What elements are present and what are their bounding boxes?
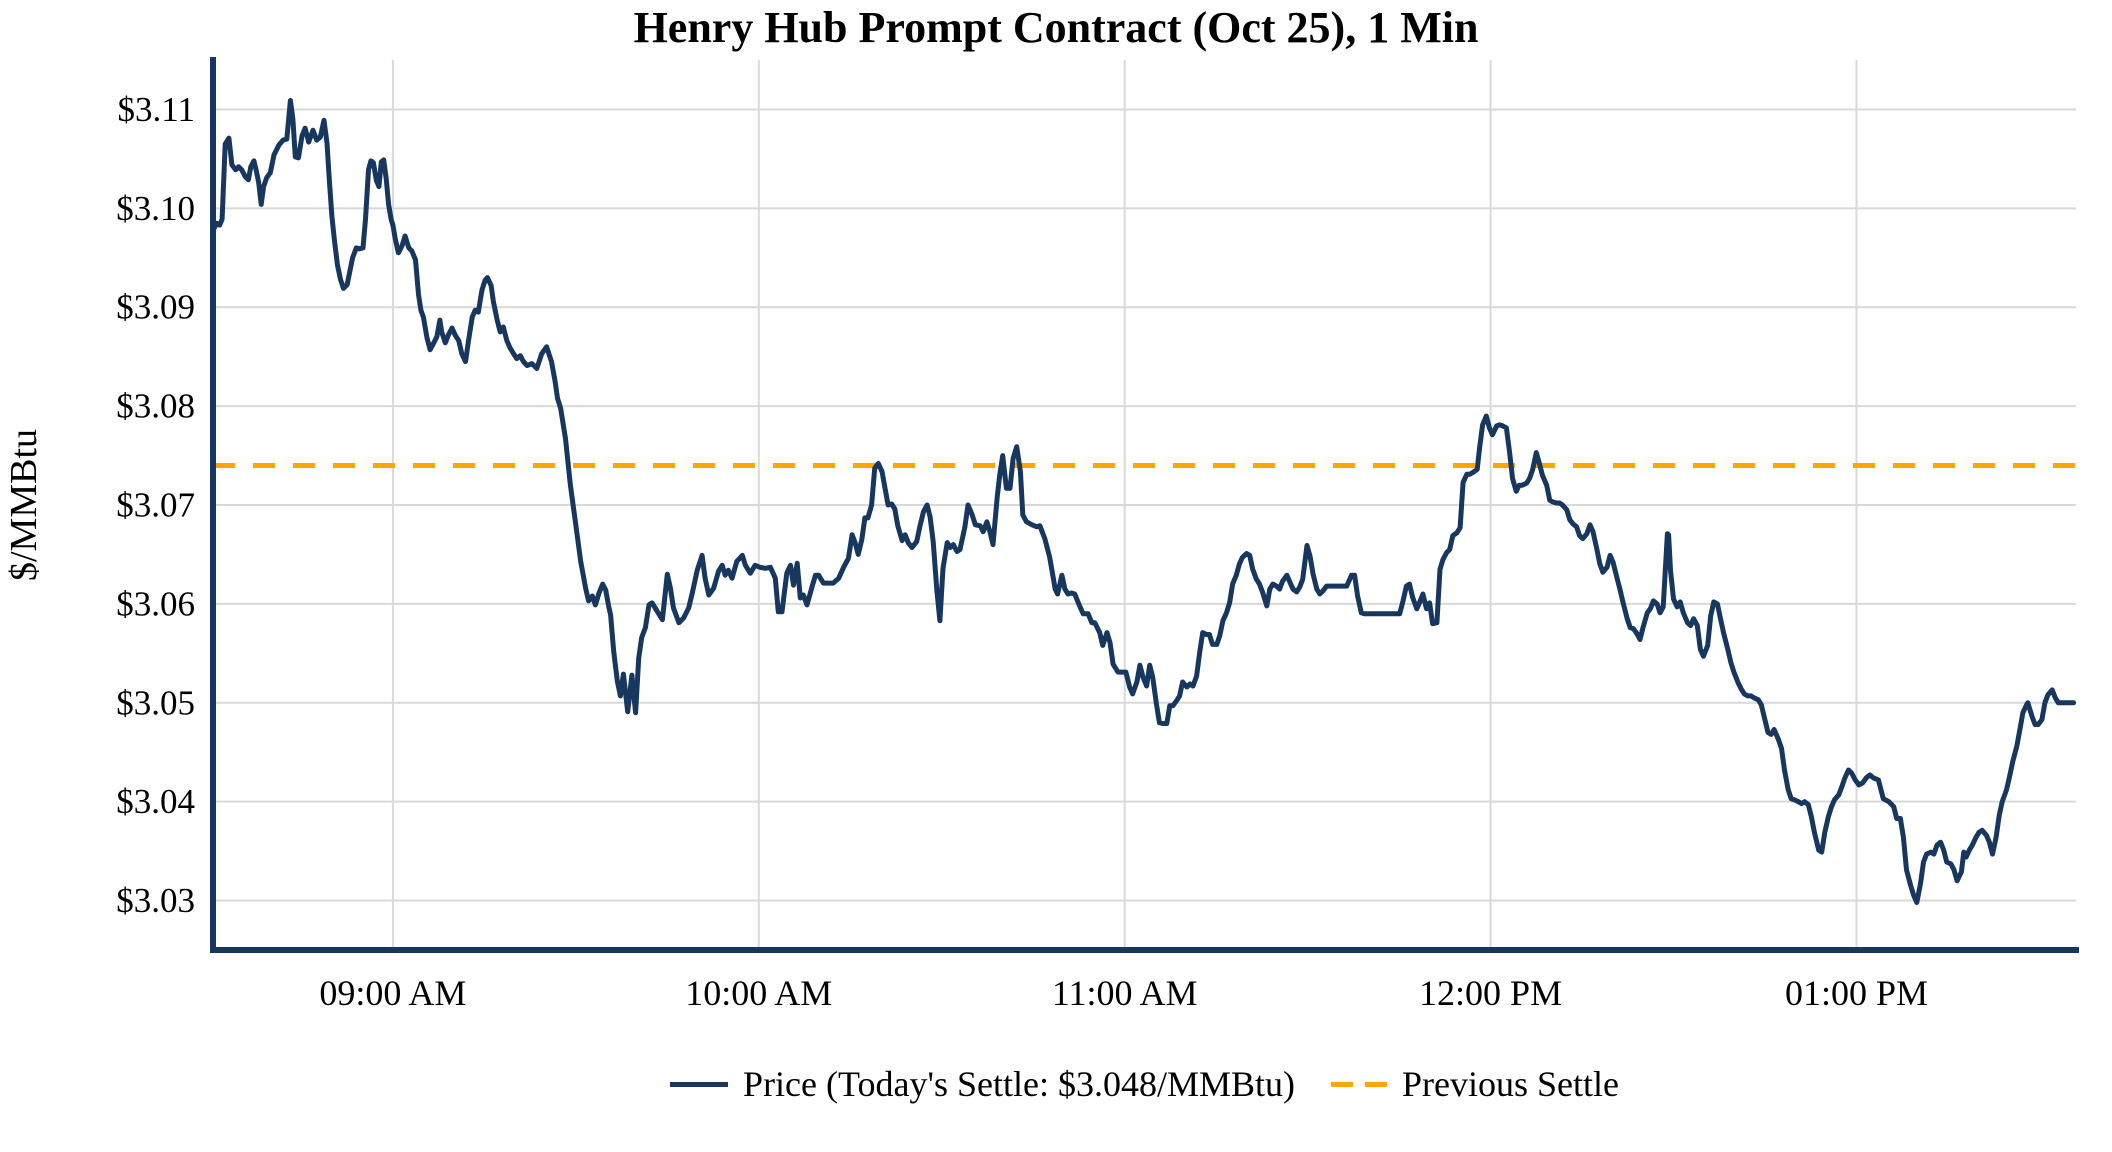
y-tick-label: $3.08	[116, 387, 195, 426]
x-tick-label: 11:00 AM	[1052, 973, 1198, 1013]
price-line-swatch	[670, 1081, 729, 1087]
legend-item-price: Price (Today's Settle: $3.048/MMBtu)	[670, 1063, 1295, 1105]
y-tick-label: $3.11	[118, 90, 195, 129]
x-tick-label: 10:00 AM	[685, 973, 832, 1013]
x-tick-label: 12:00 PM	[1419, 973, 1562, 1013]
y-tick-label: $3.06	[116, 584, 195, 623]
legend-item-previous-settle: Previous Settle	[1330, 1063, 1619, 1105]
y-tick-label: $3.04	[116, 782, 195, 821]
legend: Price (Today's Settle: $3.048/MMBtu) Pre…	[213, 1052, 2076, 1116]
y-tick-label: $3.03	[116, 881, 195, 920]
x-tick-label: 01:00 PM	[1785, 973, 1928, 1013]
y-tick-label: $3.07	[116, 486, 195, 525]
previous-settle-swatch	[1330, 1081, 1387, 1087]
y-tick-label: $3.09	[116, 288, 195, 327]
legend-price-label: Price (Today's Settle: $3.048/MMBtu)	[743, 1064, 1295, 1104]
x-tick-label: 09:00 AM	[319, 973, 466, 1013]
y-axis-title: $/MMBtu	[3, 429, 45, 581]
y-tick-label: $3.10	[116, 189, 195, 228]
price-line	[211, 98, 2077, 905]
y-tick-label: $3.05	[116, 683, 195, 722]
chart-title: Henry Hub Prompt Contract (Oct 25), 1 Mi…	[633, 3, 1479, 52]
legend-settle-label: Previous Settle	[1401, 1064, 1619, 1104]
